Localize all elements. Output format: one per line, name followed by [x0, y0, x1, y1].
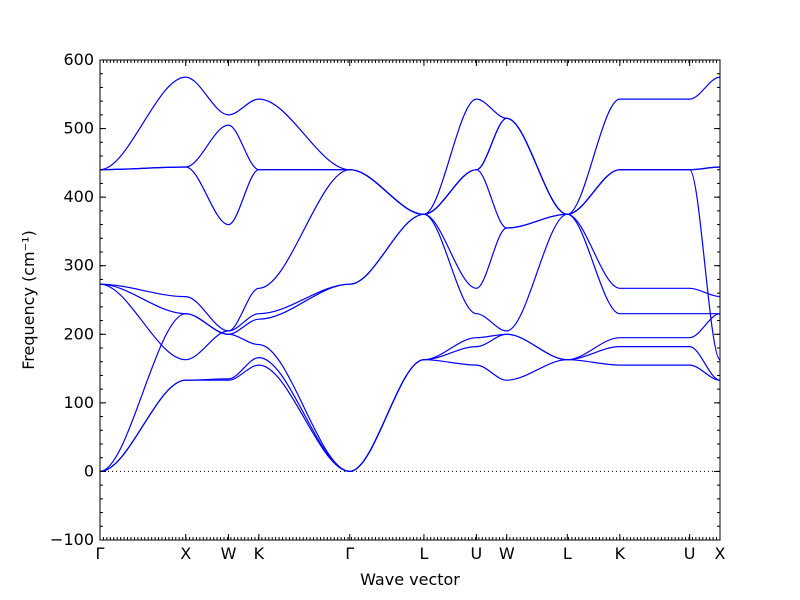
phonon-band-1 — [99, 359, 721, 473]
x-tick-label: X — [180, 544, 191, 563]
x-tick-label: L — [420, 544, 429, 563]
y-tick-label: 500 — [63, 119, 94, 138]
phonon-band-2 — [99, 333, 721, 473]
phonon-band-4 — [99, 213, 720, 335]
phonon-band-3 — [99, 313, 721, 473]
y-tick-label: 300 — [63, 256, 94, 275]
plot-frame — [99, 59, 721, 541]
y-tick-label: 600 — [63, 50, 94, 69]
y-tick-label: −100 — [50, 530, 94, 549]
x-tick-label: L — [563, 544, 572, 563]
y-axis-label: Frequency (cm⁻¹) — [19, 230, 38, 369]
y-tick-label: 0 — [84, 461, 94, 480]
y-tick-label: 100 — [63, 393, 94, 412]
x-tick-label: K — [254, 544, 265, 563]
phonon-band-6 — [99, 169, 721, 361]
x-tick-label: Γ — [96, 544, 105, 563]
x-tick-label: X — [715, 544, 726, 563]
phonon-band-8 — [99, 117, 721, 215]
x-tick-label: W — [221, 544, 237, 563]
x-tick-label: U — [471, 544, 483, 563]
y-tick-label: 200 — [63, 324, 94, 343]
x-tick-label: K — [615, 544, 626, 563]
phonon-band-9 — [99, 76, 721, 215]
phonon-band-7 — [99, 117, 721, 226]
y-tick-label: 400 — [63, 187, 94, 206]
x-tick-label: Γ — [345, 544, 354, 563]
x-axis-label: Wave vector — [360, 570, 460, 589]
x-tick-label: W — [499, 544, 515, 563]
x-tick-label: U — [684, 544, 696, 563]
